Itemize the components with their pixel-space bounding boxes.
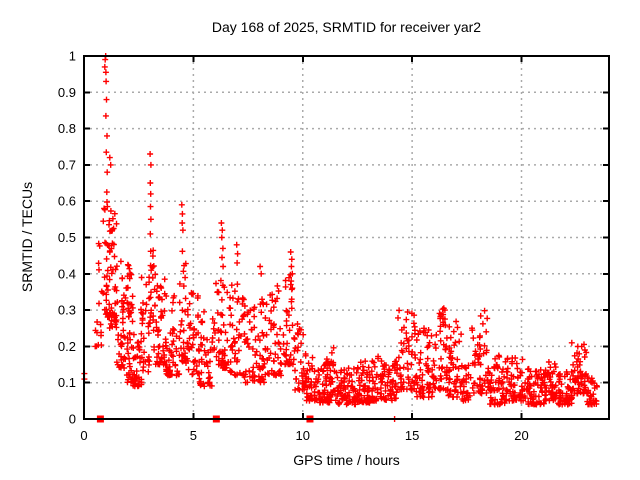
y-tick-label: 0.3 [58,303,76,318]
x-tick-label: 5 [190,428,197,443]
y-tick-label: 0.5 [58,230,76,245]
x-axis-label: GPS time / hours [293,452,400,468]
y-tick-label: 0.9 [58,85,76,100]
chart-title: Day 168 of 2025, SRMTID for receiver yar… [211,19,482,35]
y-tick-label: 1 [69,49,76,64]
scatter-points [81,53,600,422]
x-tick-label: 20 [514,428,528,443]
y-tick-label: 0 [69,412,76,427]
y-tick-label: 0.4 [58,266,76,281]
x-tick-label: 15 [405,428,419,443]
y-tick-label: 0.8 [58,121,76,136]
y-tick-label: 0.6 [58,194,76,209]
y-tick-label: 0.2 [58,339,76,354]
x-tick-label: 0 [80,428,87,443]
y-tick-label: 0.1 [58,375,76,390]
y-axis-label: SRMTID / TECUs [19,181,35,293]
x-tick-label: 10 [296,428,310,443]
y-tick-label: 0.7 [58,157,76,172]
